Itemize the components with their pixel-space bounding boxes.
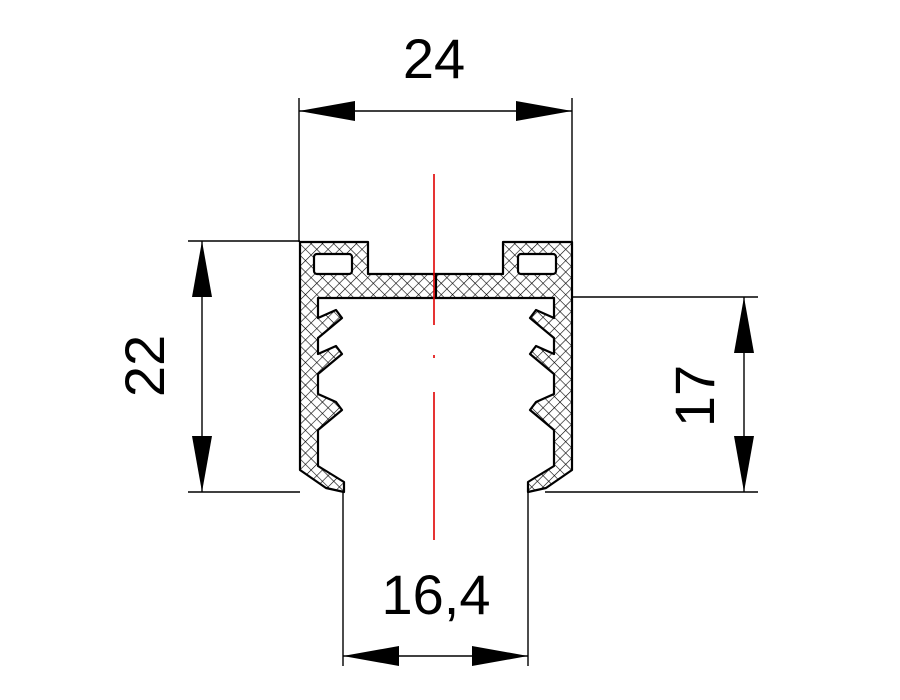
dimension-label-bottom: 16,4 <box>382 563 491 626</box>
dimension-label-right: 17 <box>663 365 726 427</box>
arrow-up-icon <box>192 241 212 297</box>
dimension-label-top: 24 <box>403 27 465 90</box>
dimension-top-width: 24 <box>298 27 573 242</box>
arrow-right-icon <box>472 646 528 666</box>
arrow-up-icon <box>734 297 754 353</box>
profile-right-wall <box>434 240 574 494</box>
dimension-left-height: 22 <box>113 240 300 493</box>
arrow-down-icon <box>192 436 212 492</box>
dimension-label-left: 22 <box>113 335 176 397</box>
profile-slot-left <box>312 252 354 276</box>
arrow-right-icon <box>516 101 572 121</box>
dimension-right-height: 17 <box>545 296 758 493</box>
profile-section <box>298 240 574 494</box>
arrow-left-icon <box>343 646 399 666</box>
profile-left-wall <box>298 240 438 494</box>
dimension-bottom-opening: 16,4 <box>342 486 529 666</box>
arrow-left-icon <box>299 101 355 121</box>
arrow-down-icon <box>734 436 754 492</box>
profile-slot-right <box>516 252 558 276</box>
